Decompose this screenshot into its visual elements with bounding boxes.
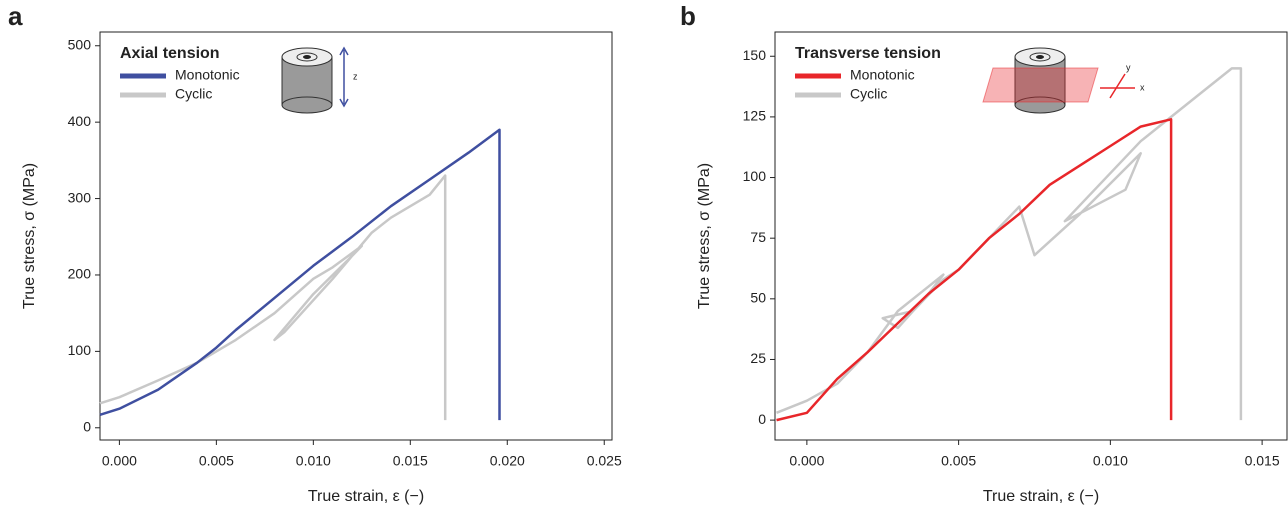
y-tick-label: 0 bbox=[83, 418, 91, 434]
legend-label: Cyclic bbox=[850, 86, 887, 102]
icon-label: z bbox=[353, 71, 358, 81]
icon-label: y bbox=[1126, 62, 1131, 72]
data-line bbox=[99, 174, 447, 421]
x-tick-label: 0.020 bbox=[490, 453, 525, 469]
y-tick-label: 500 bbox=[68, 36, 92, 52]
y-tick-label: 400 bbox=[68, 113, 92, 129]
y-tick-label: 300 bbox=[68, 189, 92, 205]
x-tick-label: 0.015 bbox=[393, 453, 428, 469]
y-tick-label: 0 bbox=[758, 411, 766, 427]
x-tick-label: 0.005 bbox=[199, 453, 234, 469]
x-tick-label: 0.025 bbox=[587, 453, 622, 469]
data-line bbox=[99, 128, 501, 421]
x-tick-label: 0.000 bbox=[102, 453, 137, 469]
y-tick-label: 125 bbox=[743, 108, 767, 124]
icon-cylinder bbox=[982, 47, 1135, 114]
x-tick-label: 0.010 bbox=[1093, 453, 1128, 469]
x-axis-label: True strain, ε (−) bbox=[983, 488, 1099, 505]
y-tick-label: 100 bbox=[68, 342, 92, 358]
plot-frame bbox=[99, 31, 613, 441]
x-tick-label: 0.005 bbox=[941, 453, 976, 469]
y-tick-label: 150 bbox=[743, 47, 767, 63]
x-tick-label: 0.010 bbox=[296, 453, 331, 469]
y-tick-label: 25 bbox=[750, 350, 766, 366]
y-axis-label: True stress, σ (MPa) bbox=[696, 163, 713, 309]
legend-title: Transverse tension bbox=[795, 45, 941, 62]
plot-frame bbox=[774, 31, 1288, 441]
panel-label: a bbox=[8, 1, 23, 31]
legend-label: Monotonic bbox=[175, 67, 240, 83]
icon-cylinder bbox=[281, 46, 349, 114]
y-tick-label: 75 bbox=[750, 229, 766, 245]
y-axis-label: True stress, σ (MPa) bbox=[21, 163, 38, 309]
x-axis-label: True strain, ε (−) bbox=[308, 488, 424, 505]
y-tick-label: 100 bbox=[743, 168, 767, 184]
y-tick-label: 200 bbox=[68, 266, 92, 282]
x-tick-label: 0.015 bbox=[1245, 453, 1280, 469]
legend-label: Cyclic bbox=[175, 86, 212, 102]
legend-label: Monotonic bbox=[850, 67, 915, 83]
x-tick-label: 0.000 bbox=[789, 453, 824, 469]
data-line bbox=[776, 118, 1173, 422]
panel-label: b bbox=[680, 1, 696, 31]
icon-label: x bbox=[1140, 82, 1145, 92]
legend-title: Axial tension bbox=[120, 45, 220, 62]
y-tick-label: 50 bbox=[750, 290, 766, 306]
